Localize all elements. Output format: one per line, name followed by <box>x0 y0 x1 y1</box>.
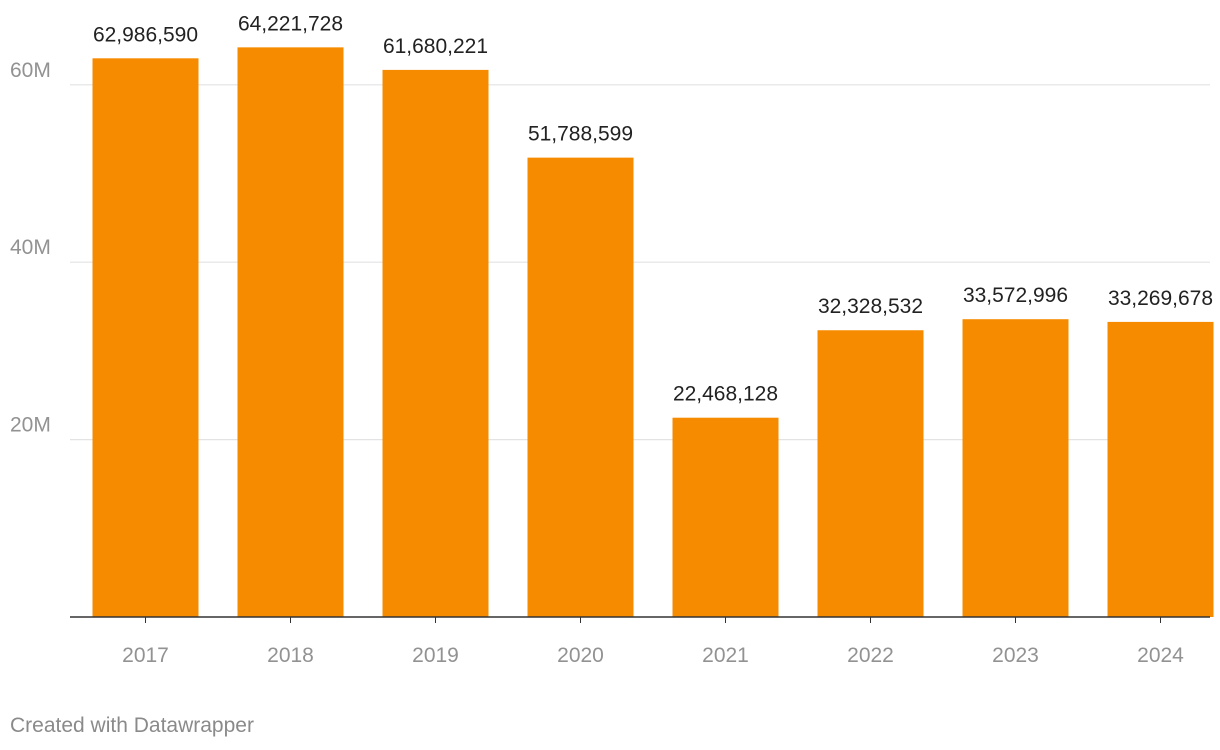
x-tick-label-2023: 2023 <box>992 644 1039 667</box>
y-tick-label: 60M <box>10 59 51 82</box>
datawrapper-credit: Created with Datawrapper <box>10 714 254 737</box>
bar-2023 <box>962 319 1069 617</box>
value-label-2021: 22,468,128 <box>673 383 778 406</box>
value-labels: 62,986,590 64,221,728 61,680,221 51,788,599… <box>93 12 1213 405</box>
y-tick-label: 20M <box>10 414 51 437</box>
value-label-2022: 32,328,532 <box>818 295 923 318</box>
x-tick-label-2019: 2019 <box>412 644 459 667</box>
value-label-2023: 33,572,996 <box>963 284 1068 307</box>
y-axis-tick-labels: 20M 40M 60M <box>10 59 51 437</box>
bar-2019 <box>382 69 489 618</box>
value-label-2024: 33,269,678 <box>1108 287 1213 310</box>
value-label-2019: 61,680,221 <box>383 35 488 58</box>
value-label-2017: 62,986,590 <box>93 23 198 46</box>
value-label-2020: 51,788,599 <box>528 123 633 146</box>
bars <box>92 47 1214 618</box>
bar-2022 <box>817 330 924 617</box>
bar-2017 <box>92 58 199 617</box>
value-label-2018: 64,221,728 <box>238 12 343 35</box>
y-tick-label: 40M <box>10 236 51 259</box>
bar-2021 <box>672 417 779 617</box>
x-tick-label-2022: 2022 <box>847 644 894 667</box>
x-axis-tick-labels: 2017 2018 2019 2020 2021 2022 2023 2024 <box>122 617 1184 667</box>
bar-2024 <box>1107 321 1214 617</box>
x-tick-label-2018: 2018 <box>267 644 314 667</box>
x-tick-label-2017: 2017 <box>122 644 169 667</box>
x-tick-label-2024: 2024 <box>1137 644 1184 667</box>
x-tick-label-2020: 2020 <box>557 644 604 667</box>
bar-2018 <box>237 47 344 617</box>
bar-2020 <box>527 157 634 617</box>
x-tick-label-2021: 2021 <box>702 644 749 667</box>
